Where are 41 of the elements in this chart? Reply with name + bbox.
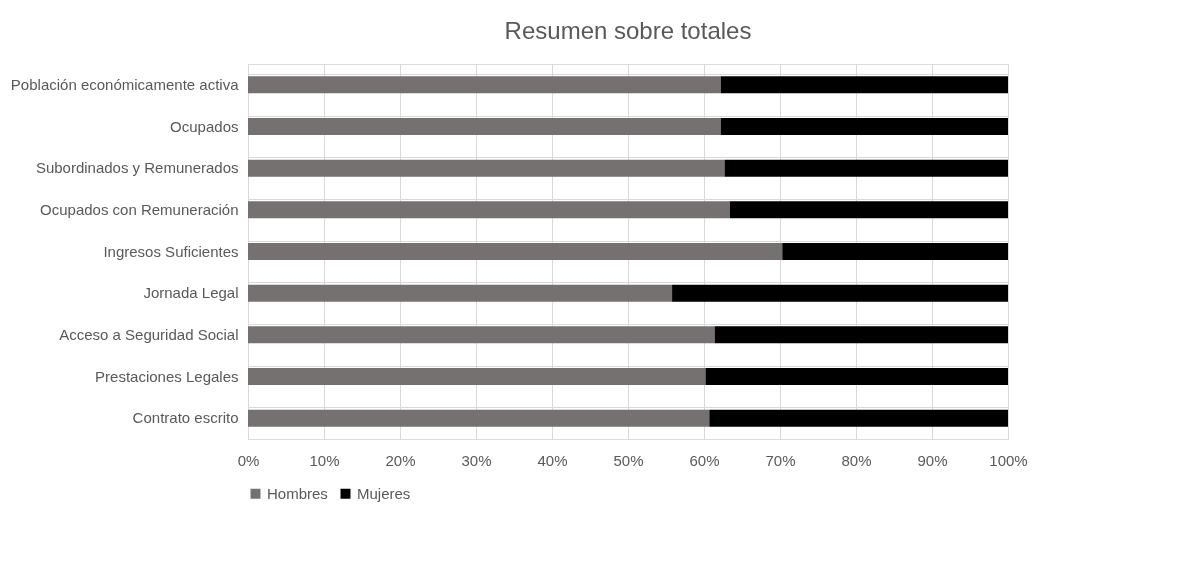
y-tick-label: Jornada Legal bbox=[143, 284, 239, 302]
bar bbox=[782, 243, 1008, 260]
bar bbox=[248, 76, 721, 94]
y-tick-label: Subordinados y Remunerados bbox=[35, 159, 239, 177]
x-tick-label: 20% bbox=[385, 451, 416, 469]
bar bbox=[705, 368, 1008, 385]
x-tick-label: 10% bbox=[309, 451, 340, 469]
y-tick-label: Ocupados con Remuneración bbox=[40, 200, 239, 218]
legend-label: Mujeres bbox=[357, 484, 411, 502]
bar bbox=[248, 243, 783, 260]
x-tick-label: 50% bbox=[613, 451, 644, 469]
x-tick-label: 60% bbox=[689, 451, 720, 469]
y-tick-label: Prestaciones Legales bbox=[95, 367, 239, 385]
bar bbox=[729, 201, 1008, 219]
bar bbox=[720, 76, 1008, 94]
x-tick-label: 0% bbox=[237, 451, 260, 469]
x-tick-label: 80% bbox=[841, 451, 872, 469]
y-tick-label: Ingresos Suficientes bbox=[103, 242, 239, 260]
y-tick-label: Ocupados bbox=[170, 117, 239, 135]
bar bbox=[248, 118, 721, 135]
y-tick-label: Contrato escrito bbox=[132, 409, 239, 427]
x-tick-label: 90% bbox=[917, 451, 948, 469]
x-tick-label: 40% bbox=[537, 451, 568, 469]
bar bbox=[724, 159, 1008, 177]
y-tick-label: Población económicamente activa bbox=[10, 75, 240, 93]
bar bbox=[248, 409, 710, 427]
bar bbox=[248, 159, 725, 177]
x-tick-label: 30% bbox=[461, 451, 492, 469]
bar bbox=[248, 326, 715, 344]
bar bbox=[709, 409, 1008, 427]
bar bbox=[248, 284, 673, 302]
x-tick-label: 70% bbox=[765, 451, 796, 469]
bar bbox=[248, 201, 730, 219]
bar bbox=[248, 368, 706, 385]
y-tick-label: Acceso a Seguridad Social bbox=[59, 325, 239, 343]
bar bbox=[714, 326, 1008, 344]
bar bbox=[720, 118, 1008, 135]
legend-label: Hombres bbox=[267, 484, 328, 502]
chart-title: Resumen sobre totales bbox=[504, 17, 752, 44]
bar bbox=[672, 284, 1008, 302]
x-tick-label: 100% bbox=[989, 451, 1028, 469]
